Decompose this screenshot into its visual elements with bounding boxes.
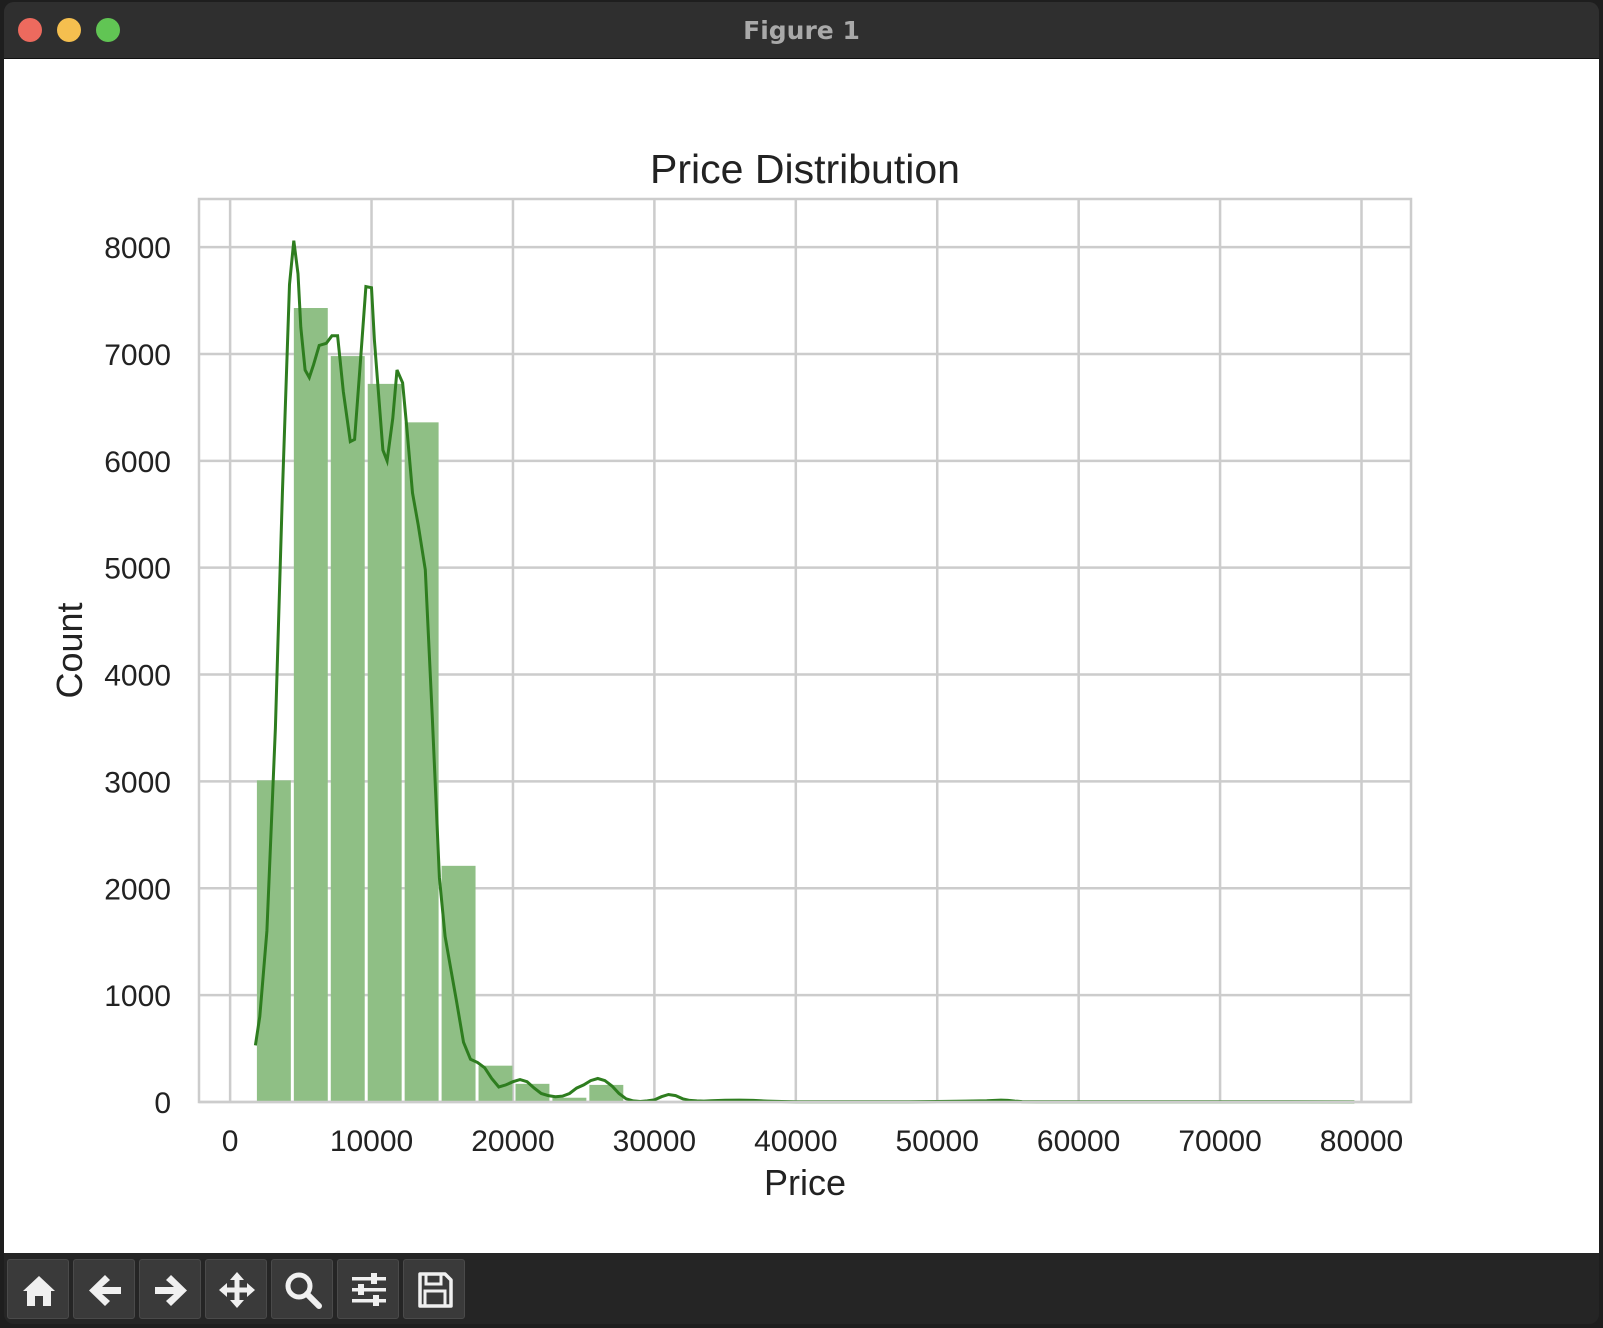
window-title: Figure 1 <box>743 16 860 45</box>
y-tick-label: 7000 <box>104 339 171 372</box>
back-button[interactable] <box>73 1259 135 1319</box>
save-button[interactable] <box>403 1259 465 1319</box>
x-tick-label: 0 <box>222 1125 239 1158</box>
histogram-bar <box>256 780 291 1102</box>
chart-title: Price Distribution <box>650 146 960 192</box>
y-tick-labels: 0 1000 2000 3000 4000 5000 6000 7000 8000 <box>104 232 171 1120</box>
y-tick-label: 5000 <box>104 553 171 586</box>
zoom-button[interactable] <box>271 1259 333 1319</box>
y-tick-label: 6000 <box>104 446 171 479</box>
x-tick-label: 40000 <box>754 1125 837 1158</box>
histogram-bar <box>515 1083 550 1102</box>
histogram-bar <box>367 383 402 1103</box>
histogram-bar <box>552 1097 587 1102</box>
x-tick-label: 60000 <box>1037 1125 1120 1158</box>
x-tick-label: 30000 <box>613 1125 696 1158</box>
histogram-bar <box>293 308 328 1102</box>
sliders-icon <box>352 1273 386 1306</box>
grid-lines <box>199 199 1411 1104</box>
y-tick-label: 0 <box>154 1087 171 1120</box>
close-window-button[interactable] <box>18 18 42 42</box>
y-tick-label: 2000 <box>104 873 171 906</box>
y-tick-label: 8000 <box>104 232 171 265</box>
y-axis-label: Count <box>49 602 90 698</box>
histogram-bar <box>441 865 476 1102</box>
forward-button[interactable] <box>139 1259 201 1319</box>
y-tick-label: 3000 <box>104 766 171 799</box>
y-tick-label: 1000 <box>104 980 171 1013</box>
configure-subplots-button[interactable] <box>337 1259 399 1319</box>
histogram-bars <box>256 308 624 1103</box>
plot-frame <box>197 197 1413 1104</box>
home-icon <box>23 1276 55 1306</box>
histogram-bar <box>330 356 365 1102</box>
x-tick-label: 20000 <box>471 1125 554 1158</box>
title-bar: Figure 1 <box>4 2 1599 59</box>
arrow-right-icon <box>155 1275 187 1306</box>
x-axis-label: Price <box>764 1162 846 1203</box>
price-distribution-chart: 0 10000 20000 30000 40000 50000 60000 70000 8000… <box>49 146 1413 1203</box>
minimize-window-button[interactable] <box>57 18 81 42</box>
arrow-left-icon <box>89 1275 121 1306</box>
pan-button[interactable] <box>205 1259 267 1319</box>
maximize-window-button[interactable] <box>96 18 120 42</box>
x-tick-label: 10000 <box>330 1125 413 1158</box>
figure-window: Figure 1 0 10000 20000 30000 40000 50000 60000… <box>4 2 1599 1324</box>
figure-canvas[interactable]: 0 10000 20000 30000 40000 50000 60000 70000 8000… <box>4 59 1599 1253</box>
home-button[interactable] <box>7 1259 69 1319</box>
x-tick-label: 50000 <box>896 1125 979 1158</box>
move-icon <box>219 1272 255 1308</box>
magnifier-icon <box>285 1272 322 1309</box>
x-tick-label: 80000 <box>1320 1125 1403 1158</box>
x-tick-labels: 0 10000 20000 30000 40000 50000 60000 70000 8000… <box>222 1125 1403 1158</box>
x-tick-label: 70000 <box>1178 1125 1261 1158</box>
navigation-toolbar <box>4 1253 1599 1324</box>
y-tick-label: 4000 <box>104 660 171 693</box>
floppy-disk-icon <box>418 1272 453 1308</box>
